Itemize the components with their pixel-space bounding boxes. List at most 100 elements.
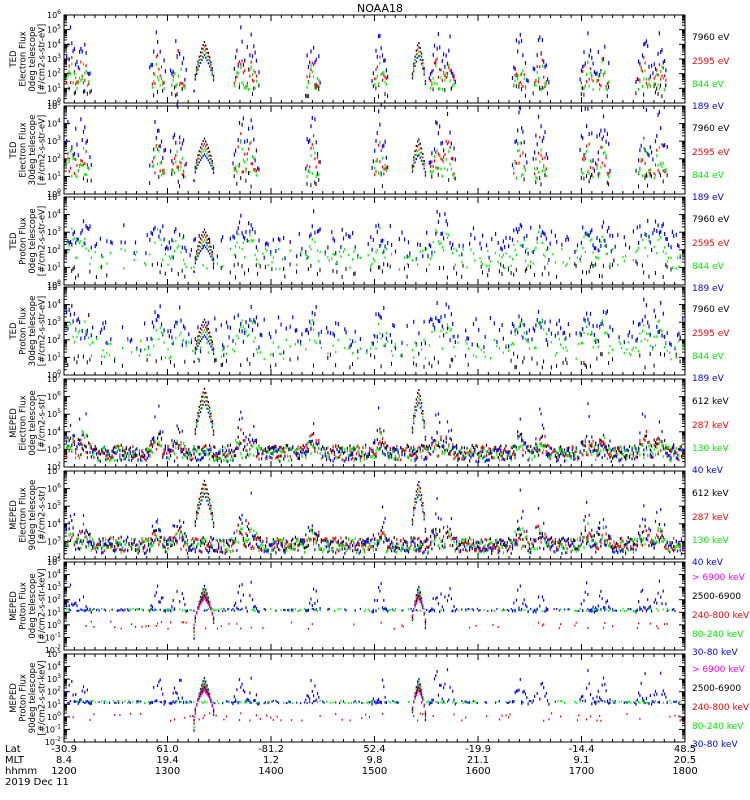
flux-point — [554, 233, 556, 238]
flux-point — [544, 82, 546, 86]
flux-point — [296, 269, 298, 274]
y-axis-label: TEDProton Flux30deg telescope[#/cm2-s-st… — [9, 296, 48, 367]
figure-title: NOAA18 — [357, 2, 403, 15]
flux-point — [72, 232, 74, 237]
flux-point — [381, 333, 384, 338]
flux-point — [150, 336, 152, 341]
flux-point — [280, 352, 282, 356]
flux-point — [144, 261, 146, 265]
flux-point — [437, 152, 439, 156]
flux-point — [193, 180, 195, 183]
flux-point — [670, 256, 672, 260]
flux-point — [462, 263, 464, 268]
flux-point — [400, 446, 402, 450]
flux-point — [502, 351, 504, 354]
flux-point — [531, 337, 533, 342]
flux-point — [218, 456, 220, 460]
flux-point — [384, 163, 386, 167]
flux-point — [449, 436, 451, 440]
flux-point — [202, 455, 204, 459]
flux-point — [151, 338, 153, 341]
flux-point — [153, 80, 155, 84]
flux-point — [463, 446, 465, 450]
flux-point — [450, 70, 452, 75]
flux-point — [311, 70, 313, 74]
flux-point — [198, 233, 200, 238]
flux-point — [602, 220, 605, 225]
flux-point — [160, 243, 163, 247]
flux-point — [235, 275, 236, 280]
flux-point — [298, 453, 300, 457]
flux-point — [666, 264, 668, 269]
flux-point — [250, 223, 252, 228]
flux-point — [541, 85, 543, 90]
flux-point — [240, 441, 242, 445]
flux-point — [264, 449, 267, 453]
flux-point — [153, 147, 155, 152]
flux-point — [79, 443, 81, 447]
flux-point — [263, 317, 265, 322]
flux-point — [124, 448, 126, 452]
flux-point — [453, 247, 455, 251]
flux-point — [112, 456, 114, 460]
flux-point — [203, 233, 206, 236]
flux-point — [432, 76, 434, 80]
flux-point — [535, 133, 537, 138]
flux-point — [418, 397, 420, 400]
flux-point — [543, 75, 545, 79]
y-axis-label-line: 0deg telescope — [28, 390, 38, 455]
flux-point — [216, 262, 218, 265]
flux-point — [203, 445, 205, 449]
flux-point — [653, 335, 655, 339]
flux-point — [171, 448, 173, 452]
y-tick-label: 106 — [47, 9, 61, 20]
flux-point — [648, 77, 650, 81]
flux-point — [120, 458, 122, 462]
flux-marks — [66, 209, 681, 280]
flux-point — [670, 342, 672, 347]
flux-point — [197, 445, 199, 449]
flux-point — [452, 242, 454, 247]
flux-point — [314, 151, 316, 155]
flux-point — [526, 247, 528, 251]
flux-point — [194, 431, 196, 434]
flux-point — [431, 254, 433, 258]
flux-point — [452, 84, 454, 88]
flux-point — [212, 257, 215, 260]
flux-point — [202, 403, 204, 406]
flux-point — [511, 163, 514, 168]
flux-point — [521, 244, 523, 248]
flux-point — [210, 415, 212, 418]
flux-point — [588, 171, 590, 175]
flux-point — [336, 456, 338, 460]
flux-point — [270, 250, 272, 255]
flux-point — [316, 229, 319, 234]
flux-point — [536, 361, 538, 366]
flux-point — [417, 404, 419, 407]
flux-point — [253, 352, 255, 357]
flux-point — [242, 325, 244, 328]
flux-point — [511, 341, 514, 345]
flux-point — [79, 438, 81, 442]
flux-point — [604, 238, 606, 243]
flux-point — [380, 444, 382, 448]
flux-point — [532, 262, 534, 265]
flux-point — [652, 71, 654, 76]
flux-point — [547, 340, 549, 343]
flux-point — [354, 329, 356, 334]
flux-point — [198, 338, 200, 341]
flux-point — [79, 329, 81, 333]
flux-point — [394, 454, 397, 458]
flux-point — [682, 344, 684, 348]
flux-point — [311, 115, 313, 120]
flux-point — [115, 445, 117, 449]
flux-point — [86, 138, 88, 143]
flux-point — [414, 61, 416, 64]
flux-point — [296, 449, 298, 453]
flux-point — [172, 341, 174, 346]
flux-point — [437, 318, 439, 323]
flux-point — [387, 454, 389, 458]
flux-point — [584, 320, 586, 323]
flux-point — [417, 396, 419, 399]
flux-point — [114, 451, 116, 455]
